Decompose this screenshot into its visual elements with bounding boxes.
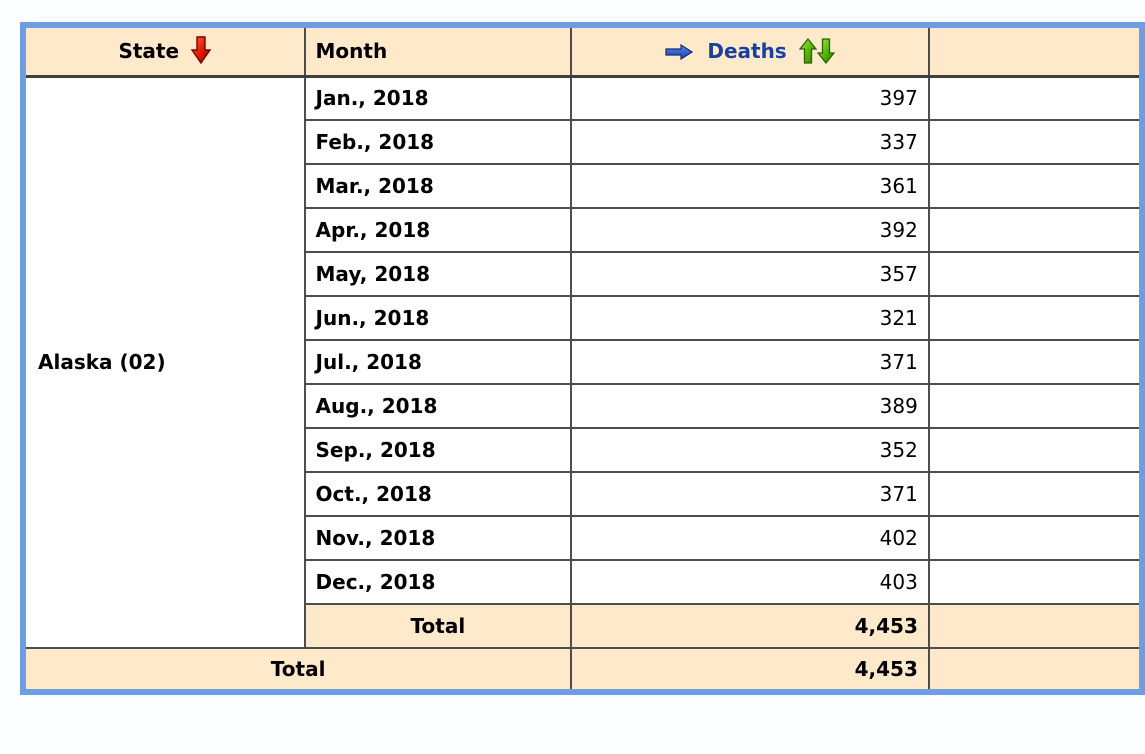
grand-total-deaths: 4,453: [570, 647, 930, 693]
deaths-cell: 402: [570, 515, 930, 561]
table-row: Sep., 2018 352: [23, 427, 1144, 473]
table-row: Oct., 2018 371: [23, 471, 1144, 517]
state-total-deaths: 4,453: [570, 603, 930, 649]
empty-cell: [927, 251, 1144, 297]
month-cell: Oct., 2018: [303, 471, 573, 517]
month-column-header: Month: [303, 24, 573, 78]
month-header-label: Month: [315, 39, 388, 64]
grand-total-label: Total: [21, 647, 573, 693]
pointer-right-icon[interactable]: [665, 43, 694, 60]
table-row: Mar., 2018 361: [23, 163, 1144, 209]
month-cell: Nov., 2018: [303, 515, 573, 561]
table-row: Dec., 2018 403: [23, 559, 1144, 605]
deaths-cell: 389: [570, 383, 930, 429]
deaths-cell: 337: [570, 119, 930, 165]
deaths-cell: 357: [570, 251, 930, 297]
header-row: State Month Deaths: [22, 24, 1144, 78]
empty-cell: [927, 75, 1144, 121]
empty-cell: [927, 295, 1144, 341]
state-total-row: Total 4,453: [23, 603, 1144, 649]
state-cell: Alaska (02): [22, 75, 306, 649]
table-row: Jul., 2018 371: [23, 339, 1144, 385]
table-row: Nov., 2018 402: [23, 515, 1144, 561]
table-row: Jun., 2018 321: [23, 295, 1144, 341]
empty-cell: [927, 339, 1144, 385]
table-row: Apr., 2018 392: [23, 207, 1144, 253]
empty-cell: [927, 603, 1144, 649]
month-cell: Aug., 2018: [303, 383, 573, 429]
results-table-container: State Month Deaths: [20, 22, 1145, 695]
empty-cell: [927, 515, 1144, 561]
empty-cell: [927, 207, 1144, 253]
deaths-cell: 321: [570, 295, 930, 341]
empty-cell: [927, 383, 1144, 429]
grand-total-row: Total 4,453: [21, 647, 1144, 693]
deaths-header-label[interactable]: Deaths: [707, 39, 787, 63]
sort-descending-red-icon[interactable]: [190, 36, 212, 65]
month-cell: Apr., 2018: [303, 207, 573, 253]
deaths-cell: 397: [570, 75, 930, 121]
state-total-label: Total: [303, 603, 573, 649]
table-row: Feb., 2018 337: [23, 119, 1144, 165]
empty-cell: [927, 119, 1144, 165]
empty-cell: [927, 647, 1144, 693]
empty-cell: [927, 427, 1144, 473]
state-column-header: State: [22, 24, 306, 78]
month-cell: Jun., 2018: [303, 295, 573, 341]
empty-cell: [927, 471, 1144, 517]
deaths-cell: 352: [570, 427, 930, 473]
table-row: Aug., 2018 389: [23, 383, 1144, 429]
table-row: Alaska (02) Jan., 2018 397: [22, 75, 1144, 649]
deaths-cell: 371: [570, 339, 930, 385]
deaths-cell: 403: [570, 559, 930, 605]
state-header-label: State: [118, 38, 180, 63]
month-cell: Feb., 2018: [303, 119, 573, 165]
deaths-cell: 392: [570, 207, 930, 253]
sort-descending-icon[interactable]: [816, 37, 836, 64]
table-row: May, 2018 357: [23, 251, 1144, 297]
month-cell: Jan., 2018: [303, 75, 573, 121]
deaths-cell: 361: [570, 163, 930, 209]
month-cell: Mar., 2018: [303, 163, 573, 209]
empty-cell: [927, 163, 1144, 209]
results-table: State Month Deaths: [20, 22, 1145, 695]
deaths-column-header: Deaths: [570, 24, 930, 78]
month-cell: Sep., 2018: [303, 427, 573, 473]
clipped-column-header: [927, 24, 1144, 78]
month-cell: Jul., 2018: [303, 339, 573, 385]
month-cell: Dec., 2018: [303, 559, 573, 605]
sort-ascending-icon[interactable]: [798, 37, 818, 64]
deaths-cell: 371: [570, 471, 930, 517]
empty-cell: [927, 559, 1144, 605]
month-cell: May, 2018: [303, 251, 573, 297]
